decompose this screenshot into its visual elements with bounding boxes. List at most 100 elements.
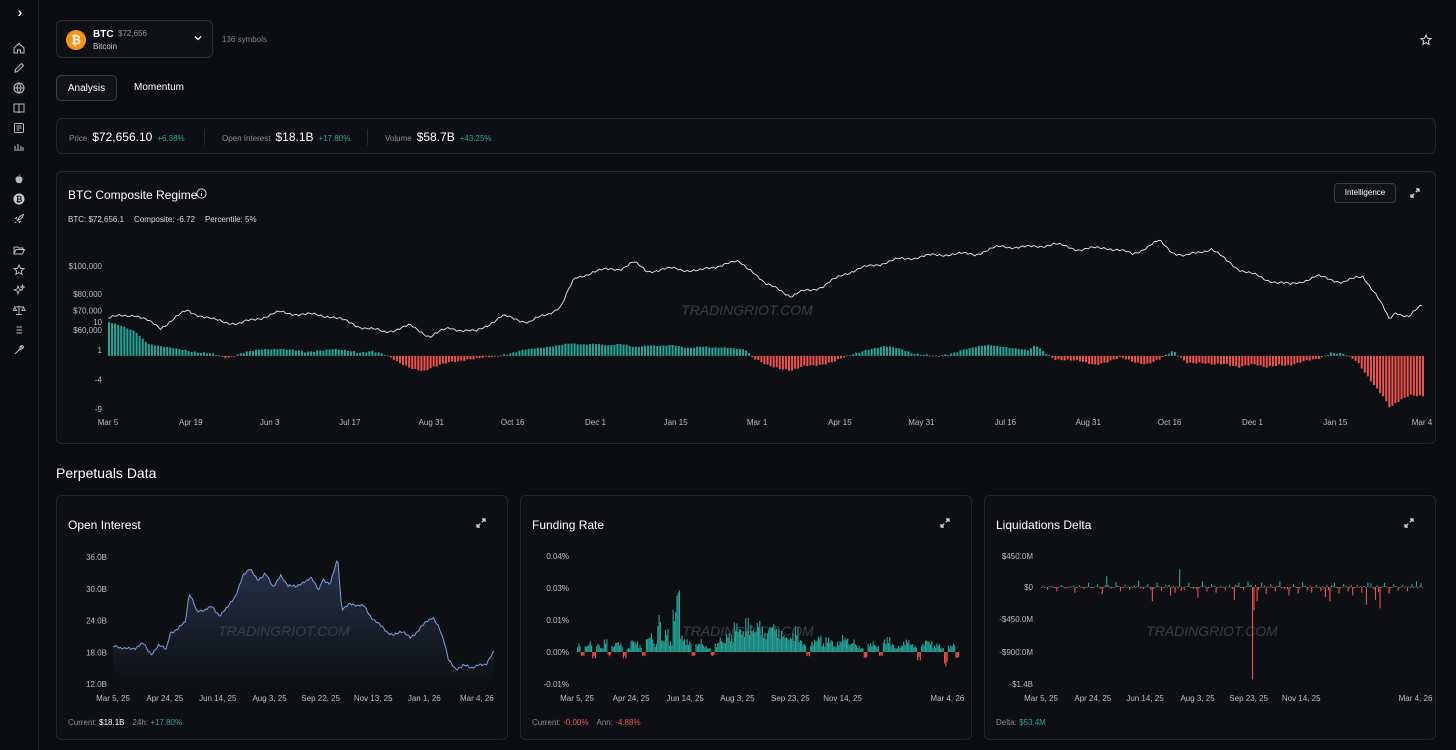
stat-oi-value: $18.1B <box>275 130 314 144</box>
newspaper-icon[interactable] <box>12 121 26 135</box>
liquidation-bar <box>1176 586 1178 588</box>
tab-momentum[interactable]: Momentum <box>133 82 184 93</box>
liquidation-bar <box>1394 586 1396 588</box>
list-icon[interactable] <box>12 323 26 337</box>
composite-bar <box>1054 355 1057 361</box>
star-icon[interactable] <box>12 263 26 277</box>
intelligence-button[interactable]: Intelligence <box>1334 183 1396 203</box>
liquidation-bar <box>1250 584 1252 587</box>
funding-rate-chart[interactable]: TRADINGRIOT.COM0.04%0.03%0.01%0.00%-0.01… <box>521 546 971 711</box>
funding-bar <box>686 639 688 652</box>
funding-bar <box>615 642 617 652</box>
book-icon[interactable] <box>12 101 26 115</box>
globe-icon[interactable] <box>12 81 26 95</box>
composite-bar <box>1131 355 1134 362</box>
composite-bar <box>1173 351 1176 356</box>
oi-current-value: $18.1B <box>99 718 125 727</box>
composite-bar <box>748 353 751 356</box>
expand-icon[interactable] <box>939 517 951 529</box>
scale-icon[interactable] <box>12 303 26 317</box>
composite-bar <box>414 355 417 369</box>
expand-icon[interactable] <box>475 517 487 529</box>
funding-bar <box>928 641 930 652</box>
composite-tick-label: -4 <box>95 376 103 385</box>
liq-y-tick-label: $0 <box>1024 583 1033 592</box>
open-interest-title: Open Interest <box>68 518 141 532</box>
favorite-star-icon[interactable] <box>1419 33 1433 47</box>
rocket-icon[interactable] <box>12 212 26 226</box>
funding-bar <box>905 639 907 652</box>
composite-bar <box>625 344 628 356</box>
composite-bar <box>331 349 334 356</box>
funding-bar <box>900 645 902 652</box>
funding-bar <box>598 645 600 652</box>
apple-icon[interactable] <box>12 172 26 186</box>
folder-open-icon[interactable] <box>12 243 26 257</box>
funding-bar <box>709 648 711 652</box>
composite-bar <box>1415 355 1418 397</box>
oi-x-tick-label: Mar 5, 25 <box>96 694 130 703</box>
wrench-icon[interactable] <box>12 343 26 357</box>
funding-bar <box>701 644 703 652</box>
funding-bar <box>607 652 609 655</box>
funding-bar <box>745 618 747 652</box>
funding-bar <box>694 652 696 656</box>
funding-bar <box>610 652 612 655</box>
composite-bar <box>699 346 702 356</box>
liquidation-bar <box>1089 587 1091 589</box>
liquidation-bar <box>1080 587 1082 588</box>
funding-bar <box>912 644 914 652</box>
composite-bar <box>469 355 472 360</box>
sparkles-icon[interactable] <box>12 283 26 297</box>
open-interest-chart[interactable]: 36.0B 30.0B 24.0B 18.0B 12.0B Mar 5, 25 Apr 24… <box>57 546 507 711</box>
expand-icon[interactable] <box>1403 517 1415 529</box>
pen-icon[interactable] <box>12 61 26 75</box>
funding-bar <box>658 615 660 652</box>
funding-bar <box>647 639 649 652</box>
oi-y-tick-label: 24.0B <box>86 617 107 626</box>
tab-analysis[interactable]: Analysis <box>56 75 117 101</box>
liquidation-bar <box>1201 581 1204 587</box>
composite-bar <box>1225 355 1228 364</box>
liquidation-bar <box>1332 585 1334 587</box>
liquidations-chart[interactable]: TRADINGRIOT.COM $450.0M $0 -$450.0M -$900.0M… <box>985 546 1435 711</box>
composite-bar <box>337 349 340 356</box>
composite-bar <box>423 355 426 371</box>
oi-area <box>113 561 494 684</box>
funding-bar <box>777 637 779 652</box>
funding-bar <box>918 652 920 657</box>
liquidation-bar <box>1162 587 1164 588</box>
composite-bar <box>368 351 371 356</box>
funding-bar <box>848 644 850 652</box>
funding-bar <box>710 652 712 656</box>
regime-chart[interactable]: TRADINGRIOT.COM $100,000 $80,000 $70,000 $60… <box>57 227 1435 442</box>
oi-x-tick-label: Apr 24, 25 <box>146 694 183 703</box>
funding-bar <box>583 652 585 656</box>
composite-bar <box>607 345 610 356</box>
liquidation-bar <box>1321 585 1323 587</box>
funding-bar <box>764 632 766 652</box>
bitcoin-icon[interactable]: ₿ <box>12 192 26 206</box>
bar-stats-icon[interactable] <box>12 140 26 154</box>
funding-bar <box>908 640 910 652</box>
symbol-picker[interactable]: ₿ BTC $72,656 Bitcoin <box>56 20 213 58</box>
liquidation-bar <box>1406 587 1408 592</box>
info-icon[interactable] <box>196 188 207 199</box>
liquidation-bar <box>1411 584 1413 587</box>
liquidation-bar <box>1292 584 1295 587</box>
expand-icon[interactable] <box>1409 187 1421 199</box>
liquidation-bar <box>1065 587 1067 589</box>
composite-bar <box>794 355 797 369</box>
liquidation-bar <box>1186 586 1188 587</box>
chevron-down-icon <box>194 36 202 41</box>
composite-bar <box>270 349 273 356</box>
home-icon[interactable] <box>12 41 26 55</box>
funding-bar <box>617 642 619 652</box>
funding-bar <box>924 640 926 652</box>
funding-bar <box>778 628 780 652</box>
composite-bar <box>1115 355 1118 360</box>
expand-sidebar-icon[interactable]: › <box>17 4 23 20</box>
composite-bar <box>1063 355 1066 361</box>
funding-bar <box>798 642 800 652</box>
liquidation-bar <box>1145 586 1147 588</box>
